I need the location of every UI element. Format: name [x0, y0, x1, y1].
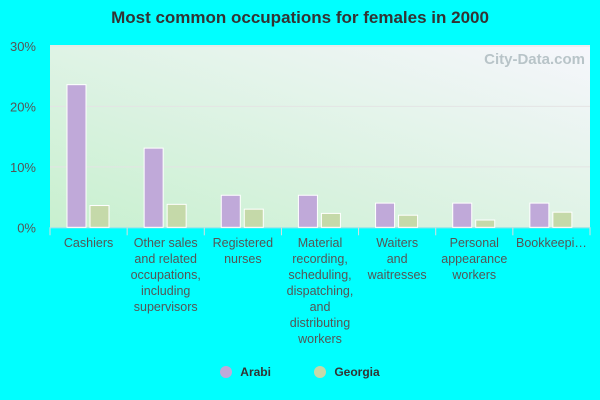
x-category-label: including [141, 284, 190, 298]
bar-georgia [398, 214, 419, 228]
x-category-label: dispatching, [287, 284, 354, 298]
legend-swatch [220, 366, 233, 378]
legend: Arabi Georgia [0, 365, 600, 381]
x-category-label: distributing [290, 316, 350, 330]
x-category-label: workers [297, 332, 342, 346]
x-category-label: Waiters [376, 236, 418, 250]
x-category-label: occupations, [131, 268, 201, 282]
y-tick-label: 0% [17, 220, 36, 235]
bar-arabi [452, 202, 473, 228]
x-category-label: waitresses [367, 268, 427, 282]
x-category-label: scheduling, [288, 268, 351, 282]
bar-georgia [475, 219, 496, 228]
bar-georgia [89, 205, 110, 228]
legend-label: Arabi [240, 365, 271, 379]
y-tick-label: 10% [10, 160, 36, 175]
y-tick-label: 20% [10, 99, 36, 114]
x-category-label: Bookkeepi… [516, 236, 587, 250]
watermark: City-Data.com [484, 51, 585, 68]
bar-arabi [66, 84, 87, 228]
legend-item-georgia[interactable]: Georgia [314, 365, 380, 379]
bar-georgia [320, 212, 341, 228]
x-category-label: and related [134, 252, 197, 266]
x-category-label: and [387, 252, 408, 266]
bar-georgia [243, 208, 264, 228]
x-category-label: Material [298, 236, 342, 250]
y-tick-label: 30% [10, 39, 36, 54]
bar-arabi [375, 202, 396, 228]
x-category-label: Registered [213, 236, 273, 250]
chart-title: Most common occupations for females in 2… [111, 8, 489, 27]
x-category-label: recording, [292, 252, 348, 266]
x-category-label: Personal [450, 236, 499, 250]
x-category-label: nurses [224, 252, 262, 266]
x-category-label: Other sales [134, 236, 198, 250]
x-category-label: Cashiers [64, 236, 113, 250]
bar-georgia [552, 211, 573, 228]
x-category-label: workers [451, 268, 496, 282]
x-category-label: appearance [441, 252, 507, 266]
legend-label: Georgia [334, 365, 380, 379]
x-category-label: and [310, 300, 331, 314]
plot-area [50, 45, 590, 227]
bar-arabi [529, 202, 550, 228]
bar-arabi [220, 194, 241, 228]
bar-georgia [166, 203, 187, 228]
legend-swatch [314, 366, 327, 378]
legend-item-arabi[interactable]: Arabi [220, 365, 271, 379]
x-category-label: supervisors [134, 300, 198, 314]
bar-arabi [143, 147, 164, 228]
bar-arabi [297, 194, 318, 228]
